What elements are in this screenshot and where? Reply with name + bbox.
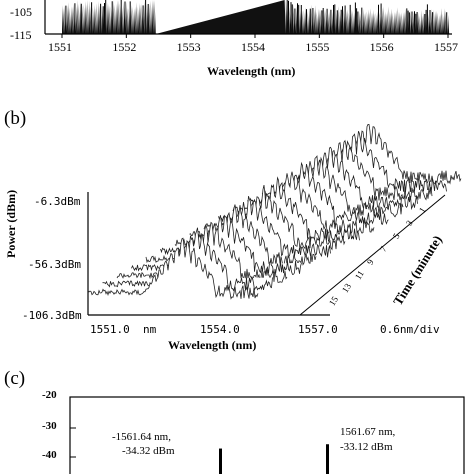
- panel-label-b: (b): [4, 108, 27, 129]
- panel-b-xtick: 0.6nm/div: [380, 323, 440, 336]
- panel-b-xtick: 1551.0: [90, 323, 130, 336]
- panel-b-trace: [87, 237, 259, 300]
- panel-c-annotation-2-wavelength: 1561.67 nm,: [340, 426, 396, 438]
- panel-a-xtick: 1556: [369, 40, 394, 54]
- panel-a-plot: [44, 0, 452, 38]
- panel-c-ytick: -20: [42, 389, 57, 401]
- panel-c-ytick: -30: [42, 420, 57, 432]
- panel-a-spectrum-fill: [62, 0, 450, 34]
- panel-a-xtick: 1555: [305, 40, 330, 54]
- panel-c-annotation-2-power: -33.12 dBm: [340, 441, 393, 453]
- panel-a-ytick: -105: [10, 5, 32, 19]
- panel-c-frame: [69, 396, 465, 474]
- panel-b-ytick: -6.3dBm: [34, 195, 81, 208]
- panel-b-ylabel: Power (dBm): [4, 189, 18, 258]
- panel-c-annotation-1-wavelength: -1561.64 nm,: [112, 431, 171, 443]
- panel-a-xtick: 1557: [434, 40, 458, 54]
- panel-label-c: (c): [4, 368, 26, 389]
- panel-b-xtick: nm: [143, 323, 157, 336]
- panel-c-plot: [69, 396, 465, 474]
- panel-c-peak-2: [326, 444, 329, 474]
- panel-b-xtick: 1557.0: [298, 323, 338, 336]
- panel-a-xlabel: Wavelength (nm): [207, 64, 296, 78]
- panel-b-waterfall: [87, 124, 462, 316]
- panel-b-time-axis: [299, 194, 446, 316]
- panel-a-xtick: 1551: [48, 40, 72, 54]
- panel-c-annotation-1-power: -34.32 dBm: [122, 445, 175, 457]
- panel-a-xtick: 1554: [241, 40, 265, 54]
- panel-b-ytick: -56.3dBm: [28, 258, 81, 271]
- panel-a-ytick: -115: [10, 28, 32, 42]
- panel-b-xtick: 1554.0: [200, 323, 240, 336]
- panel-a-xtick: 1553: [176, 40, 201, 54]
- panel-b-xlabel: Wavelength (nm): [168, 338, 257, 352]
- panel-c-ytick: -40: [42, 449, 57, 461]
- panel-a-xtick: 1552: [112, 40, 137, 54]
- panel-c-peak-1: [219, 448, 222, 474]
- panel-b-ytick: -106.3dBm: [22, 309, 82, 322]
